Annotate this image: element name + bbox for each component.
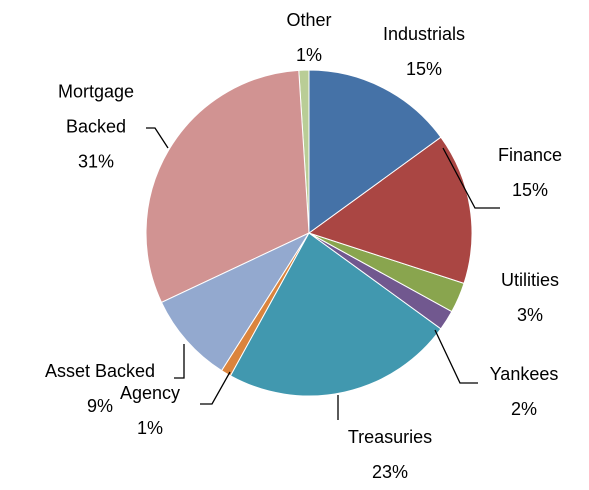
value-label: 1% [295,45,322,65]
category-label: Mortgage Backed [57,81,135,137]
slice-label: Industrials 15% [359,17,489,87]
pie-slice [229,232,442,397]
leader-line [200,371,231,405]
value-label: 1% [136,418,163,438]
pie-slice [308,69,442,234]
value-label: 15% [405,59,443,79]
slice-label: Finance 15% [465,138,589,208]
slice-label: Asset Backed 9% [20,354,180,424]
category-label: Utilities [500,270,559,290]
category-label: Asset Backed [44,361,156,381]
value-label: 9% [86,396,113,416]
value-label: 23% [371,462,409,482]
leader-line [434,329,478,384]
slice-label: Utilities 3% [465,263,589,333]
value-label: 15% [511,180,549,200]
slice-label: Treasuries 23% [320,420,460,490]
category-label: Finance [497,145,563,165]
category-label: Industrials [382,24,466,44]
pie-slice [160,231,311,372]
slice-label: Yankees 2% [459,357,589,427]
slice-label: Mortgage Backed 31% [31,75,161,180]
value-label: 3% [516,305,543,325]
leader-line [146,127,169,149]
slice-label: Agency 1% [90,376,210,446]
pie-slice [145,69,310,304]
value-label: 2% [510,399,537,419]
leader-line [174,344,185,379]
slice-label: Other 1% [259,3,359,73]
category-label: Treasuries [347,427,433,447]
pie-slice [307,136,473,285]
category-label: Yankees [489,364,559,384]
leader-line [442,147,500,209]
category-label: Agency [119,383,181,403]
leader-lines [146,127,500,420]
category-label: Other [286,10,332,30]
value-label: 31% [77,151,115,172]
